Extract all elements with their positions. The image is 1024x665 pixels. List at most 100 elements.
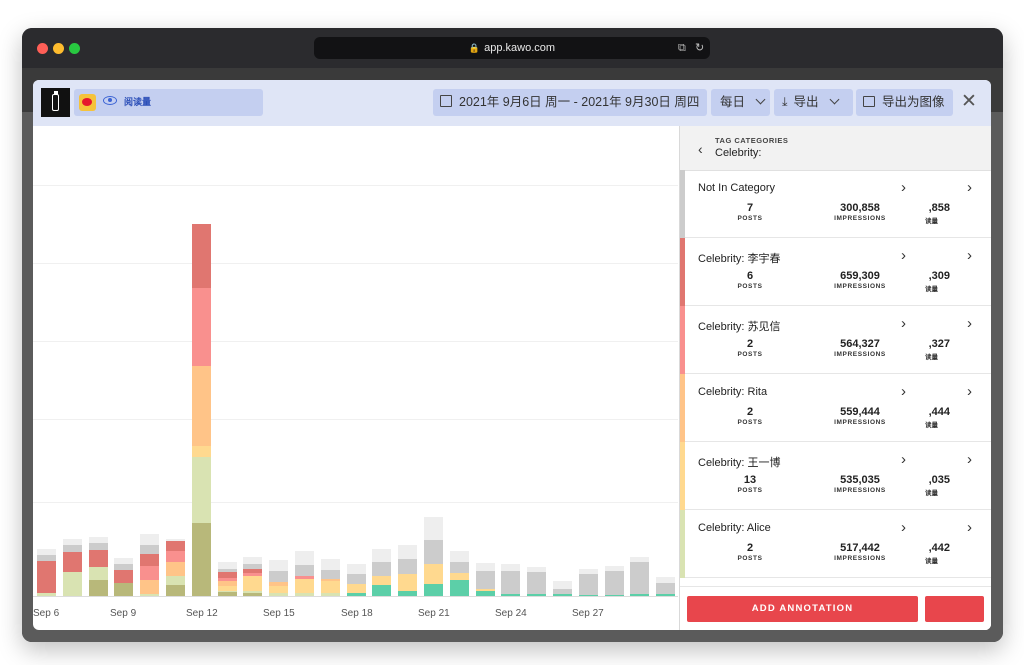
bar-segment[interactable] <box>346 564 366 575</box>
bar-segment[interactable] <box>449 551 469 563</box>
translate-icon[interactable]: ⧉ <box>678 42 686 54</box>
bar-segment[interactable] <box>475 563 495 571</box>
bar-segment[interactable] <box>191 366 211 447</box>
chevron-right-icon[interactable]: › <box>901 315 906 332</box>
bar-segment[interactable] <box>501 564 521 572</box>
bar-segment[interactable] <box>604 595 624 596</box>
bar-segment[interactable] <box>88 549 108 567</box>
secondary-action-button[interactable] <box>925 596 984 622</box>
bar-segment[interactable] <box>372 576 392 586</box>
export-image-button[interactable]: 导出为图像 <box>856 89 953 116</box>
chevron-right-icon[interactable]: › <box>967 179 972 196</box>
bar-segment[interactable] <box>398 574 418 591</box>
interval-dropdown[interactable]: 每日 <box>711 89 770 116</box>
bar-segment[interactable] <box>320 569 340 579</box>
bar-segment[interactable] <box>372 562 392 576</box>
bar-segment[interactable] <box>140 594 160 596</box>
bar-segment[interactable] <box>553 581 572 589</box>
close-window-dot[interactable] <box>37 43 48 54</box>
chevron-left-icon[interactable]: ‹ <box>698 141 703 157</box>
bar-segment[interactable] <box>320 580 340 594</box>
bar-segment[interactable] <box>140 579 160 595</box>
bar-segment[interactable] <box>527 566 547 573</box>
bar-segment[interactable] <box>243 556 263 565</box>
bar-segment[interactable] <box>656 594 676 596</box>
bar-segment[interactable] <box>630 562 650 595</box>
bar-segment[interactable] <box>37 561 56 594</box>
bar-segment[interactable] <box>191 523 211 596</box>
bar-segment[interactable] <box>320 593 340 596</box>
chevron-right-icon[interactable]: › <box>967 383 972 400</box>
category-row[interactable]: Not In Category › › 7 POSTS 300,858 IMPRESSION… <box>680 170 991 238</box>
bar-segment[interactable] <box>527 594 547 596</box>
bar-segment[interactable] <box>37 548 56 556</box>
bar-segment[interactable] <box>578 568 598 575</box>
bar-segment[interactable] <box>62 572 82 596</box>
bar-segment[interactable] <box>295 551 314 566</box>
bar-segment[interactable] <box>191 456 211 524</box>
chevron-right-icon[interactable]: › <box>901 179 906 196</box>
bar-segment[interactable] <box>604 571 624 596</box>
bar-segment[interactable] <box>62 552 82 573</box>
bar-segment[interactable] <box>553 588 572 595</box>
bar-segment[interactable] <box>37 555 56 562</box>
bar-segment[interactable] <box>269 586 289 594</box>
bar-segment[interactable] <box>630 556 650 563</box>
bar-segment[interactable] <box>37 593 56 596</box>
bar-segment[interactable] <box>140 545 160 555</box>
bar-segment[interactable] <box>424 584 443 596</box>
category-row[interactable]: Celebrity: Alice › › 2 POSTS 517,442 IMPRESSIO… <box>680 510 991 578</box>
chevron-right-icon[interactable]: › <box>967 315 972 332</box>
reload-icon[interactable]: ↻ <box>695 42 705 54</box>
bar-segment[interactable] <box>424 564 443 585</box>
bar-segment[interactable] <box>114 564 134 570</box>
bar-segment[interactable] <box>62 545 82 553</box>
bar-segment[interactable] <box>475 588 495 592</box>
bar-segment[interactable] <box>166 576 185 586</box>
chevron-right-icon[interactable]: › <box>901 451 906 468</box>
bar-segment[interactable] <box>398 558 418 575</box>
chevron-right-icon[interactable]: › <box>901 247 906 264</box>
bar-segment[interactable] <box>269 582 289 586</box>
bar-segment[interactable] <box>398 545 418 559</box>
bar-segment[interactable] <box>372 585 392 596</box>
bar-segment[interactable] <box>217 590 237 593</box>
bar-segment[interactable] <box>656 576 676 584</box>
bar-segment[interactable] <box>243 573 263 576</box>
bar-segment[interactable] <box>553 594 572 596</box>
bar-segment[interactable] <box>269 559 289 572</box>
bar-segment[interactable] <box>501 594 521 596</box>
metric-selector[interactable]: 阅读量 <box>74 89 263 116</box>
category-row[interactable]: Celebrity: Rita › › 2 POSTS 559,444 IMPRESSION… <box>680 374 991 442</box>
bar-segment[interactable] <box>449 573 469 580</box>
bar-segment[interactable] <box>475 591 495 596</box>
bar-segment[interactable] <box>166 541 185 551</box>
bar-segment[interactable] <box>217 562 237 569</box>
bar-segment[interactable] <box>166 538 185 542</box>
bar-segment[interactable] <box>166 585 185 596</box>
bar-segment[interactable] <box>449 562 469 574</box>
bar-segment[interactable] <box>191 224 211 288</box>
bar-segment[interactable] <box>320 558 340 570</box>
bar-segment[interactable] <box>217 572 237 578</box>
bar-segment[interactable] <box>527 572 547 595</box>
chevron-right-icon[interactable]: › <box>901 383 906 400</box>
chevron-right-icon[interactable]: › <box>967 519 972 536</box>
address-bar[interactable]: 🔒 app.kawo.com ⧉ ↻ <box>314 37 710 59</box>
bar-segment[interactable] <box>140 554 160 566</box>
bar-segment[interactable] <box>449 579 469 596</box>
bar-segment[interactable] <box>295 593 314 596</box>
bar-segment[interactable] <box>295 565 314 576</box>
minimize-window-dot[interactable] <box>53 43 64 54</box>
bar-segment[interactable] <box>88 566 108 580</box>
bar-segment[interactable] <box>346 584 366 594</box>
bar-segment[interactable] <box>295 576 314 579</box>
bar-segment[interactable] <box>372 548 392 563</box>
bar-segment[interactable] <box>140 534 160 546</box>
bar-segment[interactable] <box>217 577 237 582</box>
bar-segment[interactable] <box>217 581 237 586</box>
bar-segment[interactable] <box>114 557 134 565</box>
bar-segment[interactable] <box>243 590 263 594</box>
bar-segment[interactable] <box>217 586 237 591</box>
chevron-right-icon[interactable]: › <box>901 519 906 536</box>
